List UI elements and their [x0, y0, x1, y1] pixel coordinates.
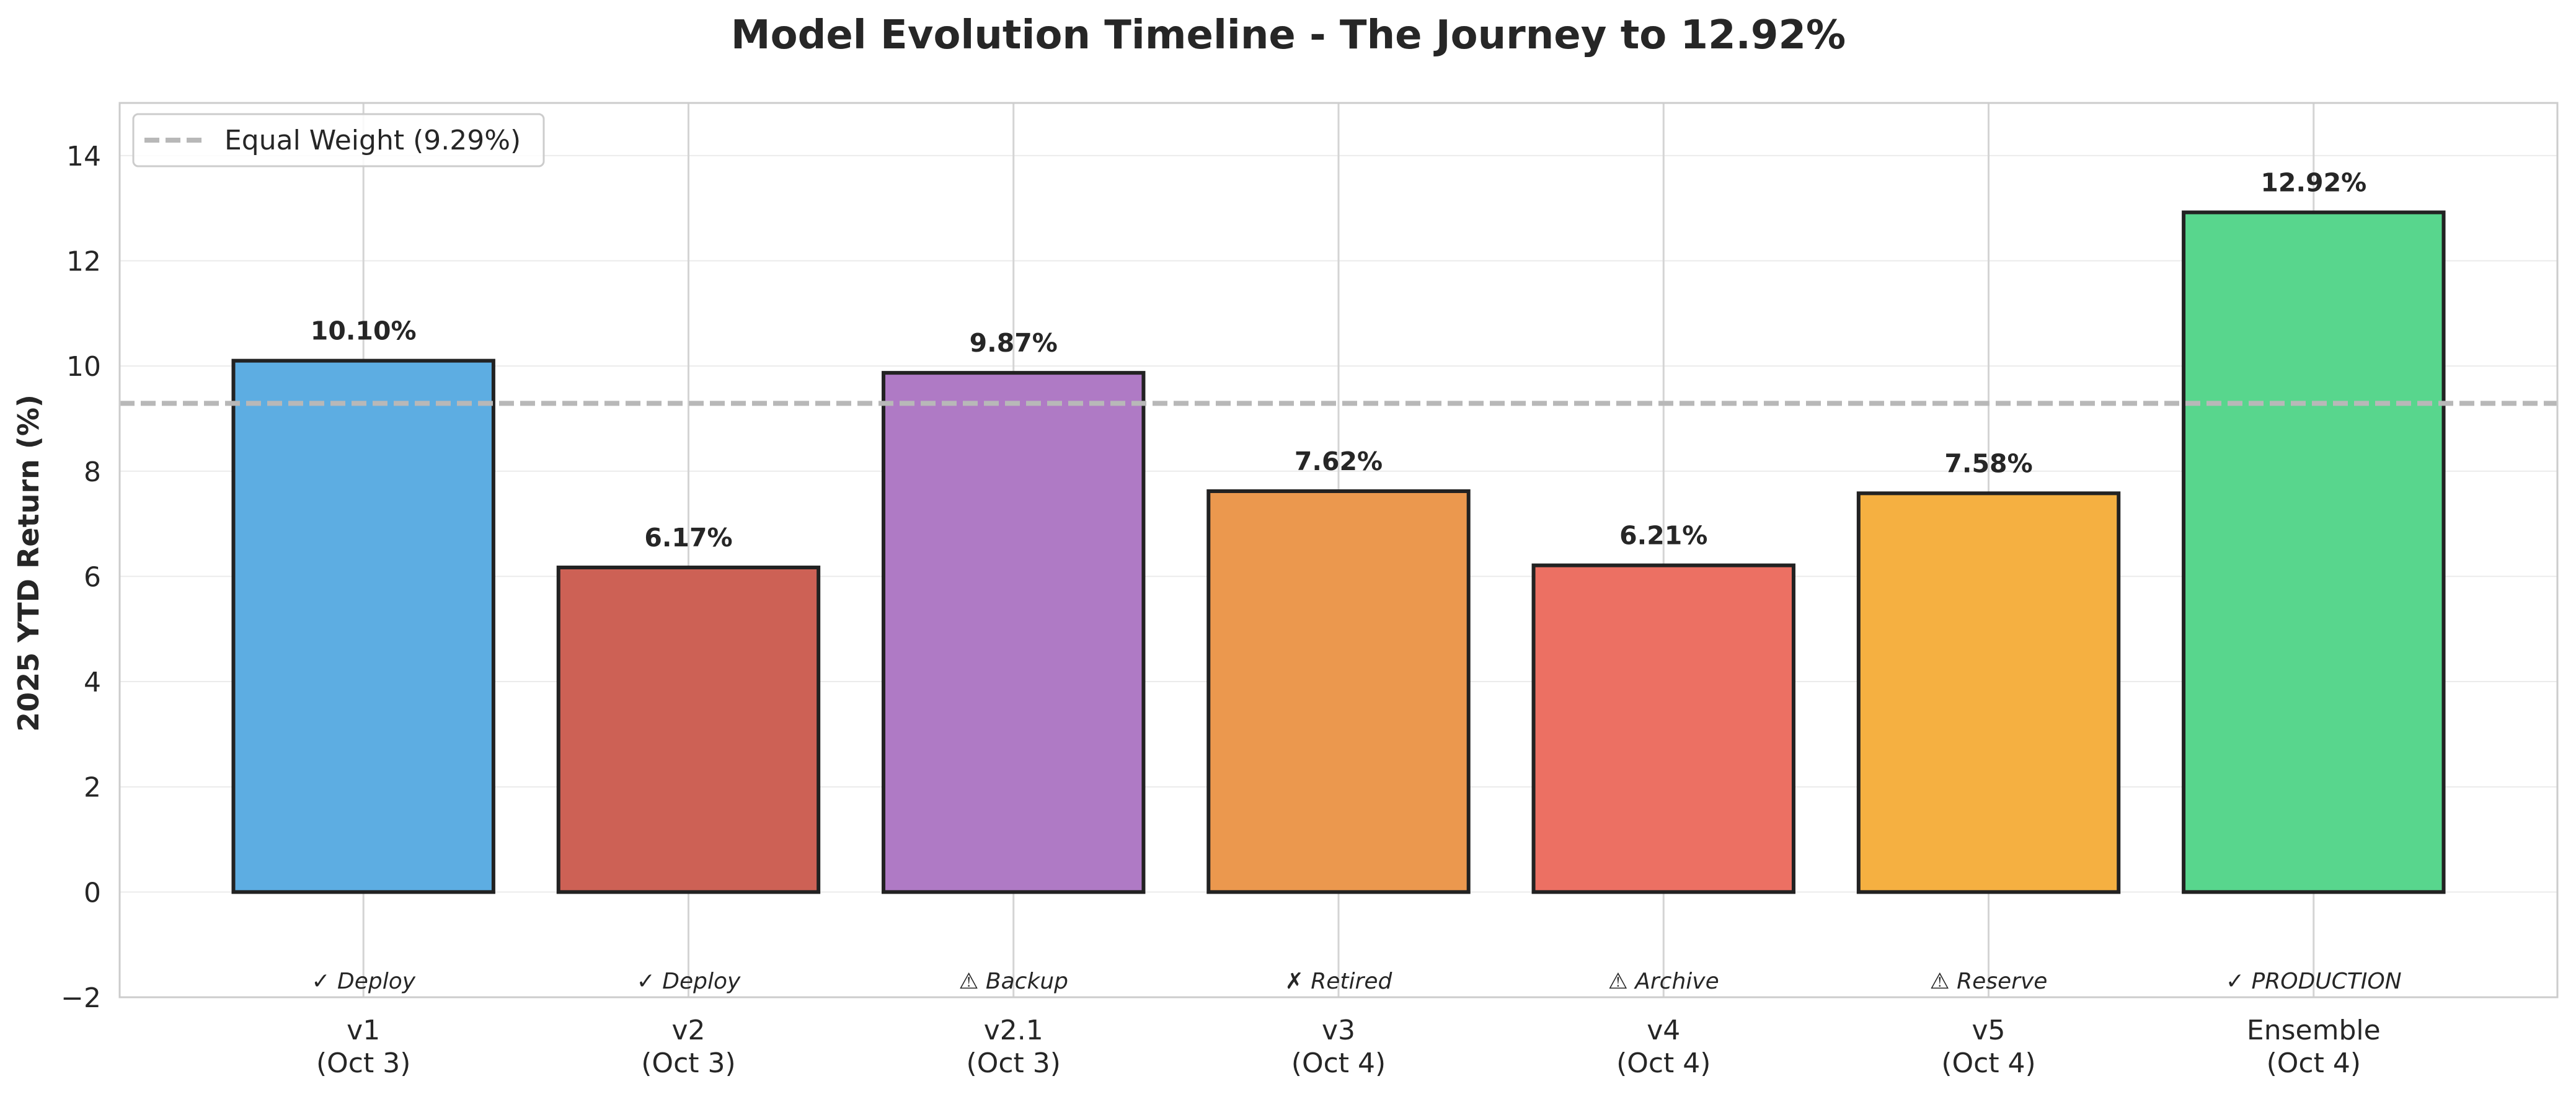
status-label: ✓ PRODUCTION	[2226, 969, 2402, 994]
x-tick-label-date: (Oct 4)	[1941, 1047, 2035, 1079]
bars-layer	[231, 210, 2446, 894]
y-tick-label: 4	[84, 667, 101, 698]
x-tick-label-date: (Oct 3)	[967, 1047, 1061, 1079]
value-label: 6.17%	[644, 523, 732, 553]
status-label: ✓ Deploy	[637, 969, 741, 994]
value-label: 9.87%	[970, 328, 1058, 358]
bar	[556, 565, 821, 894]
x-tick-label: v2.1	[984, 1015, 1043, 1046]
x-tick-label: v3	[1322, 1015, 1355, 1046]
status-label: ⚠ Backup	[958, 969, 1068, 994]
chart-title: Model Evolution Timeline - The Journey t…	[731, 12, 1846, 58]
labels-layer: 10.10% ✓ Deploy 6.17% ✓ Deploy 9.87% ⚠ Backup…	[311, 167, 2402, 994]
y-tick-label: 2	[84, 772, 101, 804]
value-label: 12.92%	[2260, 167, 2366, 197]
x-tick-label-date: (Oct 3)	[641, 1047, 735, 1079]
bar	[882, 371, 1146, 894]
value-label: 6.21%	[1619, 521, 1707, 551]
bar	[1531, 563, 1795, 894]
bar	[1856, 491, 2121, 894]
y-tick-label: 8	[84, 456, 101, 488]
y-tick-label: 10	[66, 351, 101, 383]
y-tick-label: −2	[61, 982, 101, 1014]
y-tick-label: 6	[84, 561, 101, 593]
y-axis-label: 2025 YTD Return (%)	[12, 394, 45, 732]
value-label: 7.58%	[1944, 448, 2032, 478]
x-tick-label: Ensemble	[2247, 1015, 2381, 1046]
value-label: 7.62%	[1295, 447, 1383, 476]
x-tick-label: v2	[671, 1015, 705, 1046]
y-tick-label: 14	[66, 141, 101, 172]
x-tick-label-date: (Oct 3)	[316, 1047, 410, 1079]
y-tick-label: 0	[84, 877, 101, 909]
bar	[1206, 489, 1471, 894]
legend: Equal Weight (9.29%)	[132, 113, 545, 167]
bar	[2182, 210, 2446, 894]
legend-label: Equal Weight (9.29%)	[224, 125, 521, 156]
x-tick-label: v1	[347, 1015, 380, 1046]
x-tick-label-date: (Oct 4)	[2267, 1047, 2361, 1079]
bar	[231, 358, 495, 894]
y-tick-label: 12	[66, 246, 101, 277]
status-label: ✓ Deploy	[311, 969, 415, 994]
status-label: ✗ Retired	[1285, 969, 1393, 994]
legend-box	[132, 113, 545, 167]
value-label: 10.10%	[311, 316, 417, 346]
x-tick-label: v5	[1972, 1015, 2006, 1046]
x-tick-label: v4	[1647, 1015, 1680, 1046]
status-label: ⚠ Archive	[1608, 969, 1719, 994]
plot-frame	[118, 102, 2559, 998]
x-tick-label-date: (Oct 4)	[1291, 1047, 1386, 1079]
status-label: ⚠ Reserve	[1930, 969, 2048, 994]
x-tick-label-date: (Oct 4)	[1616, 1047, 1711, 1079]
